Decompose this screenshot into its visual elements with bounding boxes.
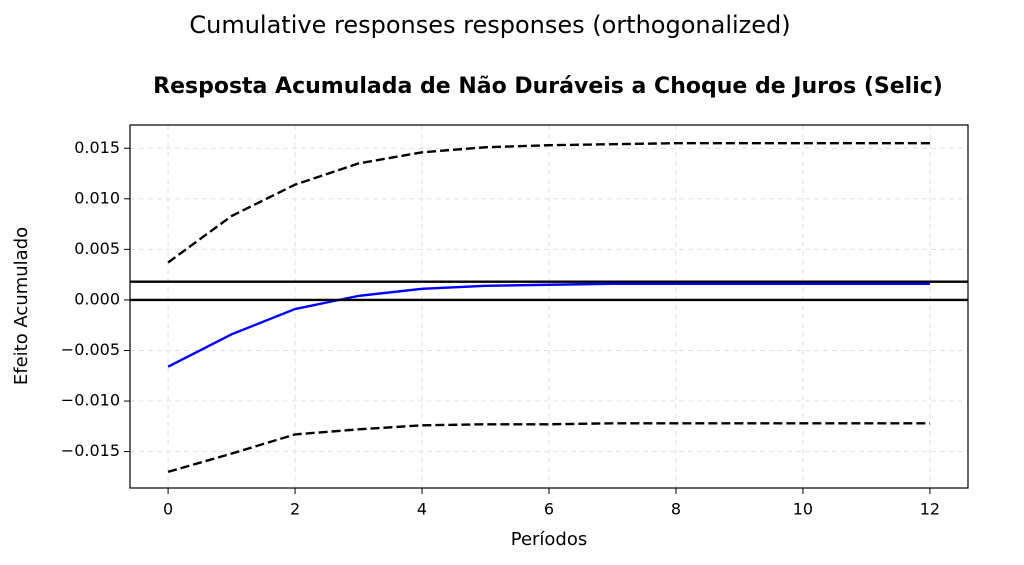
x-tick-label: 2: [290, 500, 300, 519]
x-axis-label: Períodos: [511, 529, 588, 550]
x-tick-label: 10: [793, 500, 813, 519]
y-tick-label: −0.005: [61, 340, 120, 359]
line-series: [167, 282, 930, 368]
y-tick-label: 0.005: [74, 239, 120, 258]
y-tick-label: 0.010: [74, 188, 120, 207]
x-tick-label: 6: [544, 500, 554, 519]
x-tick-label: 0: [163, 500, 173, 519]
y-tick-label: 0.000: [74, 289, 120, 308]
line-series: [167, 422, 930, 473]
x-tick-label: 12: [920, 500, 940, 519]
y-tick-label: 0.015: [74, 138, 120, 157]
y-tick-label: −0.015: [61, 441, 120, 460]
chart-title: Resposta Acumulada de Não Duráveis a Cho…: [153, 74, 943, 99]
plot-frame: [129, 124, 969, 489]
y-tick-label: −0.010: [61, 391, 120, 410]
y-axis-label: Efeito Acumulado: [11, 227, 32, 385]
line-series: [167, 142, 930, 264]
x-tick-label: 8: [671, 500, 681, 519]
x-tick-label: 4: [417, 500, 427, 519]
suptitle: Cumulative responses responses (orthogon…: [189, 11, 790, 39]
